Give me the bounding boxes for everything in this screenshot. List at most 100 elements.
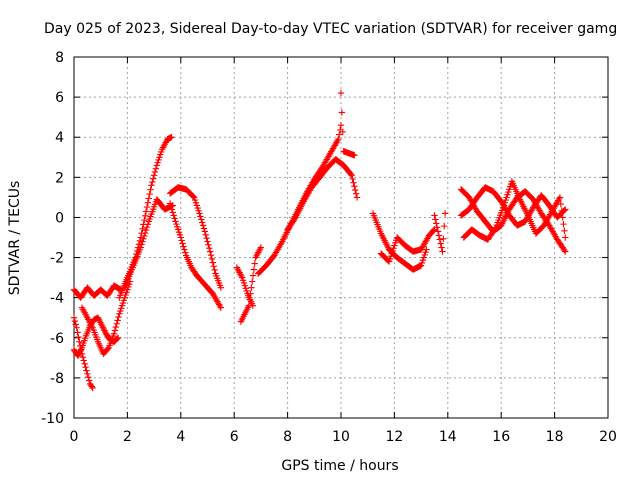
data-point [251,260,258,267]
data-point [76,338,83,345]
data-point [74,329,81,336]
data-point [203,234,210,242]
data-point [347,171,354,178]
data-point [80,357,87,364]
data-point [561,247,568,254]
data-point [114,317,121,324]
data-point [85,374,92,381]
data-point [423,246,430,253]
y-tick-label: 4 [55,130,64,146]
series-track-l [284,156,361,233]
data-point [278,239,285,247]
data-point [334,137,341,144]
data-point [146,190,153,198]
data-point [257,244,265,251]
data-point [143,224,151,231]
data-point [206,244,213,252]
y-axis-title: SDTVAR / TECUs [7,181,23,296]
data-point [491,225,499,233]
data-point [141,216,148,224]
data-point [560,220,567,228]
data-point [430,227,437,234]
data-point [556,194,564,201]
data-point [352,190,360,197]
data-point [337,121,345,129]
data-point [144,199,152,206]
series-track-s [457,184,569,229]
y-tick-label: -6 [50,331,64,347]
x-tick-label: 2 [123,429,132,445]
data-point [169,209,176,216]
data-point [177,234,184,241]
x-tick-label: 18 [546,429,564,445]
data-point [249,272,257,279]
data-point [115,313,122,321]
data-point [111,327,119,334]
data-point [166,200,174,207]
data-point [209,259,217,266]
data-point [555,195,563,203]
data-point [168,134,175,141]
data-point [170,212,177,219]
data-point [144,221,152,228]
data-point [336,131,343,138]
x-tick-labels: 0 2 4 6 8 10 12 14 16 18 20 [70,429,617,445]
data-point [441,210,449,217]
y-tick-label: -8 [50,371,64,387]
series-track-i [233,264,257,309]
data-point [440,235,447,243]
data-point [171,215,178,222]
data-point [190,193,197,200]
data-point [339,128,346,136]
data-point [168,206,176,213]
data-point [562,234,569,241]
data-point [249,278,256,285]
data-point [88,383,95,390]
data-point [216,302,224,310]
data-point [562,206,569,213]
data-point [217,284,225,291]
data-point [137,244,144,251]
data-point [206,248,214,255]
data-point [200,225,208,232]
data-point [79,353,87,361]
y-tick-label: -4 [50,291,64,307]
x-tick-label: 16 [492,429,510,445]
data-point [83,367,90,374]
x-axis-title: GPS time / hours [281,458,398,474]
data-point [150,172,158,179]
data-point [335,136,342,143]
data-point [210,263,217,270]
series-track-o [377,226,438,265]
data-point [204,238,211,245]
data-point [179,240,186,247]
data-point [202,231,209,239]
data-point [113,320,120,327]
data-point [138,241,145,248]
series-track-m [337,89,358,159]
data-point [73,324,80,331]
data-point [167,203,175,210]
data-point [561,207,568,214]
data-point [89,384,96,392]
y-tick-label: 2 [55,170,64,186]
data-point [149,178,156,186]
data-point [82,363,89,371]
series-track-j [237,244,265,325]
y-tick-label: 8 [55,50,64,66]
y-tick-labels: -10 -8 -6 -4 -2 0 2 4 6 8 [41,50,64,427]
data-point [84,370,91,378]
y-tick-label: -10 [41,411,64,427]
data-point [431,212,438,219]
data-point [110,330,118,337]
data-point [70,314,78,321]
data-point [112,323,120,331]
series-track-d [78,278,134,358]
data-point [140,235,147,243]
x-tick-label: 4 [176,429,185,445]
x-tick-label: 8 [283,429,292,445]
data-point [557,200,565,208]
series-track-e [116,134,175,301]
data-point [351,152,358,159]
data-point [85,377,93,384]
